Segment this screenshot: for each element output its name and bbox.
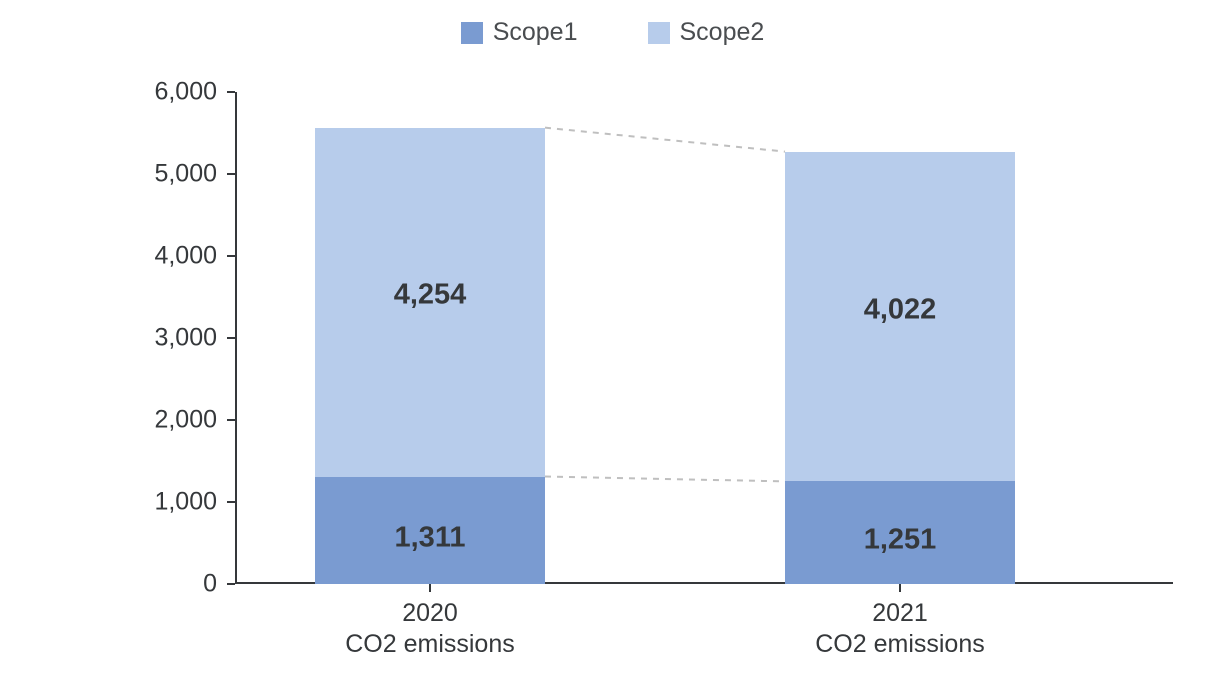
y-tick-label: 5,000 [97,160,217,189]
legend-label-scope2: Scope2 [680,18,765,47]
legend-item-scope2: Scope2 [648,18,765,47]
y-tick [227,173,235,175]
y-tick-label: 0 [97,570,217,599]
x-tick [429,584,431,592]
y-tick [227,91,235,93]
y-tick-label: 6,000 [97,78,217,107]
plot-area: 01,0002,0003,0004,0005,0006,0001,3114,25… [235,92,1173,584]
x-tick-label: 2021 CO2 emissions [815,598,985,661]
bar-value-label: 1,311 [315,521,545,554]
legend-swatch-scope2 [648,22,670,44]
bar-value-label: 4,022 [785,293,1015,326]
y-tick [227,337,235,339]
y-tick [227,255,235,257]
legend-item-scope1: Scope1 [461,18,578,47]
emissions-chart: Scope1 Scope2 01,0002,0003,0004,0005,000… [0,0,1225,694]
y-tick-label: 2,000 [97,406,217,435]
x-tick-label: 2020 CO2 emissions [345,598,515,661]
bar-value-label: 1,251 [785,523,1015,556]
legend: Scope1 Scope2 [0,18,1225,47]
y-axis [235,92,237,584]
y-tick [227,583,235,585]
y-tick-label: 1,000 [97,488,217,517]
y-tick [227,501,235,503]
y-tick-label: 3,000 [97,324,217,353]
legend-swatch-scope1 [461,22,483,44]
x-tick [899,584,901,592]
y-tick [227,419,235,421]
bar-group: 1,251 4,022 [785,152,1015,584]
legend-label-scope1: Scope1 [493,18,578,47]
bar-group: 1,311 4,254 [315,128,545,584]
y-tick-label: 4,000 [97,242,217,271]
bar-value-label: 4,254 [315,279,545,312]
